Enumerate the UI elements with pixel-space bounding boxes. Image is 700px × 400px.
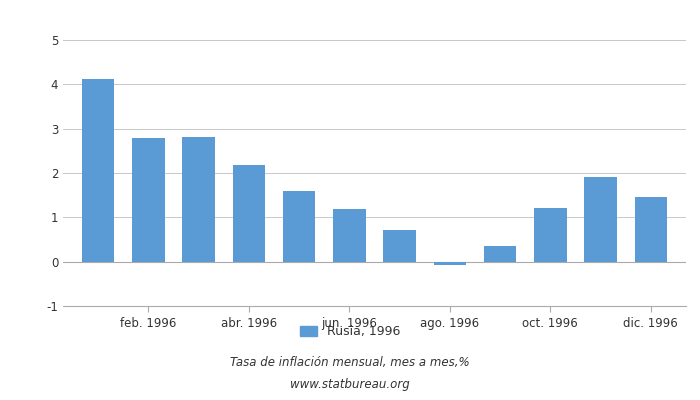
Bar: [333, 209, 365, 262]
Bar: [232, 165, 265, 262]
Text: www.statbureau.org: www.statbureau.org: [290, 378, 410, 391]
Text: Tasa de inflación mensual, mes a mes,%: Tasa de inflación mensual, mes a mes,%: [230, 356, 470, 369]
Legend: Rusia, 1996: Rusia, 1996: [295, 320, 405, 343]
Bar: [484, 246, 517, 262]
Bar: [132, 138, 164, 262]
Bar: [584, 178, 617, 262]
Bar: [283, 191, 316, 262]
Bar: [182, 137, 215, 262]
Bar: [384, 230, 416, 262]
Bar: [82, 78, 115, 262]
Bar: [534, 208, 567, 262]
Bar: [634, 197, 667, 262]
Bar: [433, 262, 466, 265]
